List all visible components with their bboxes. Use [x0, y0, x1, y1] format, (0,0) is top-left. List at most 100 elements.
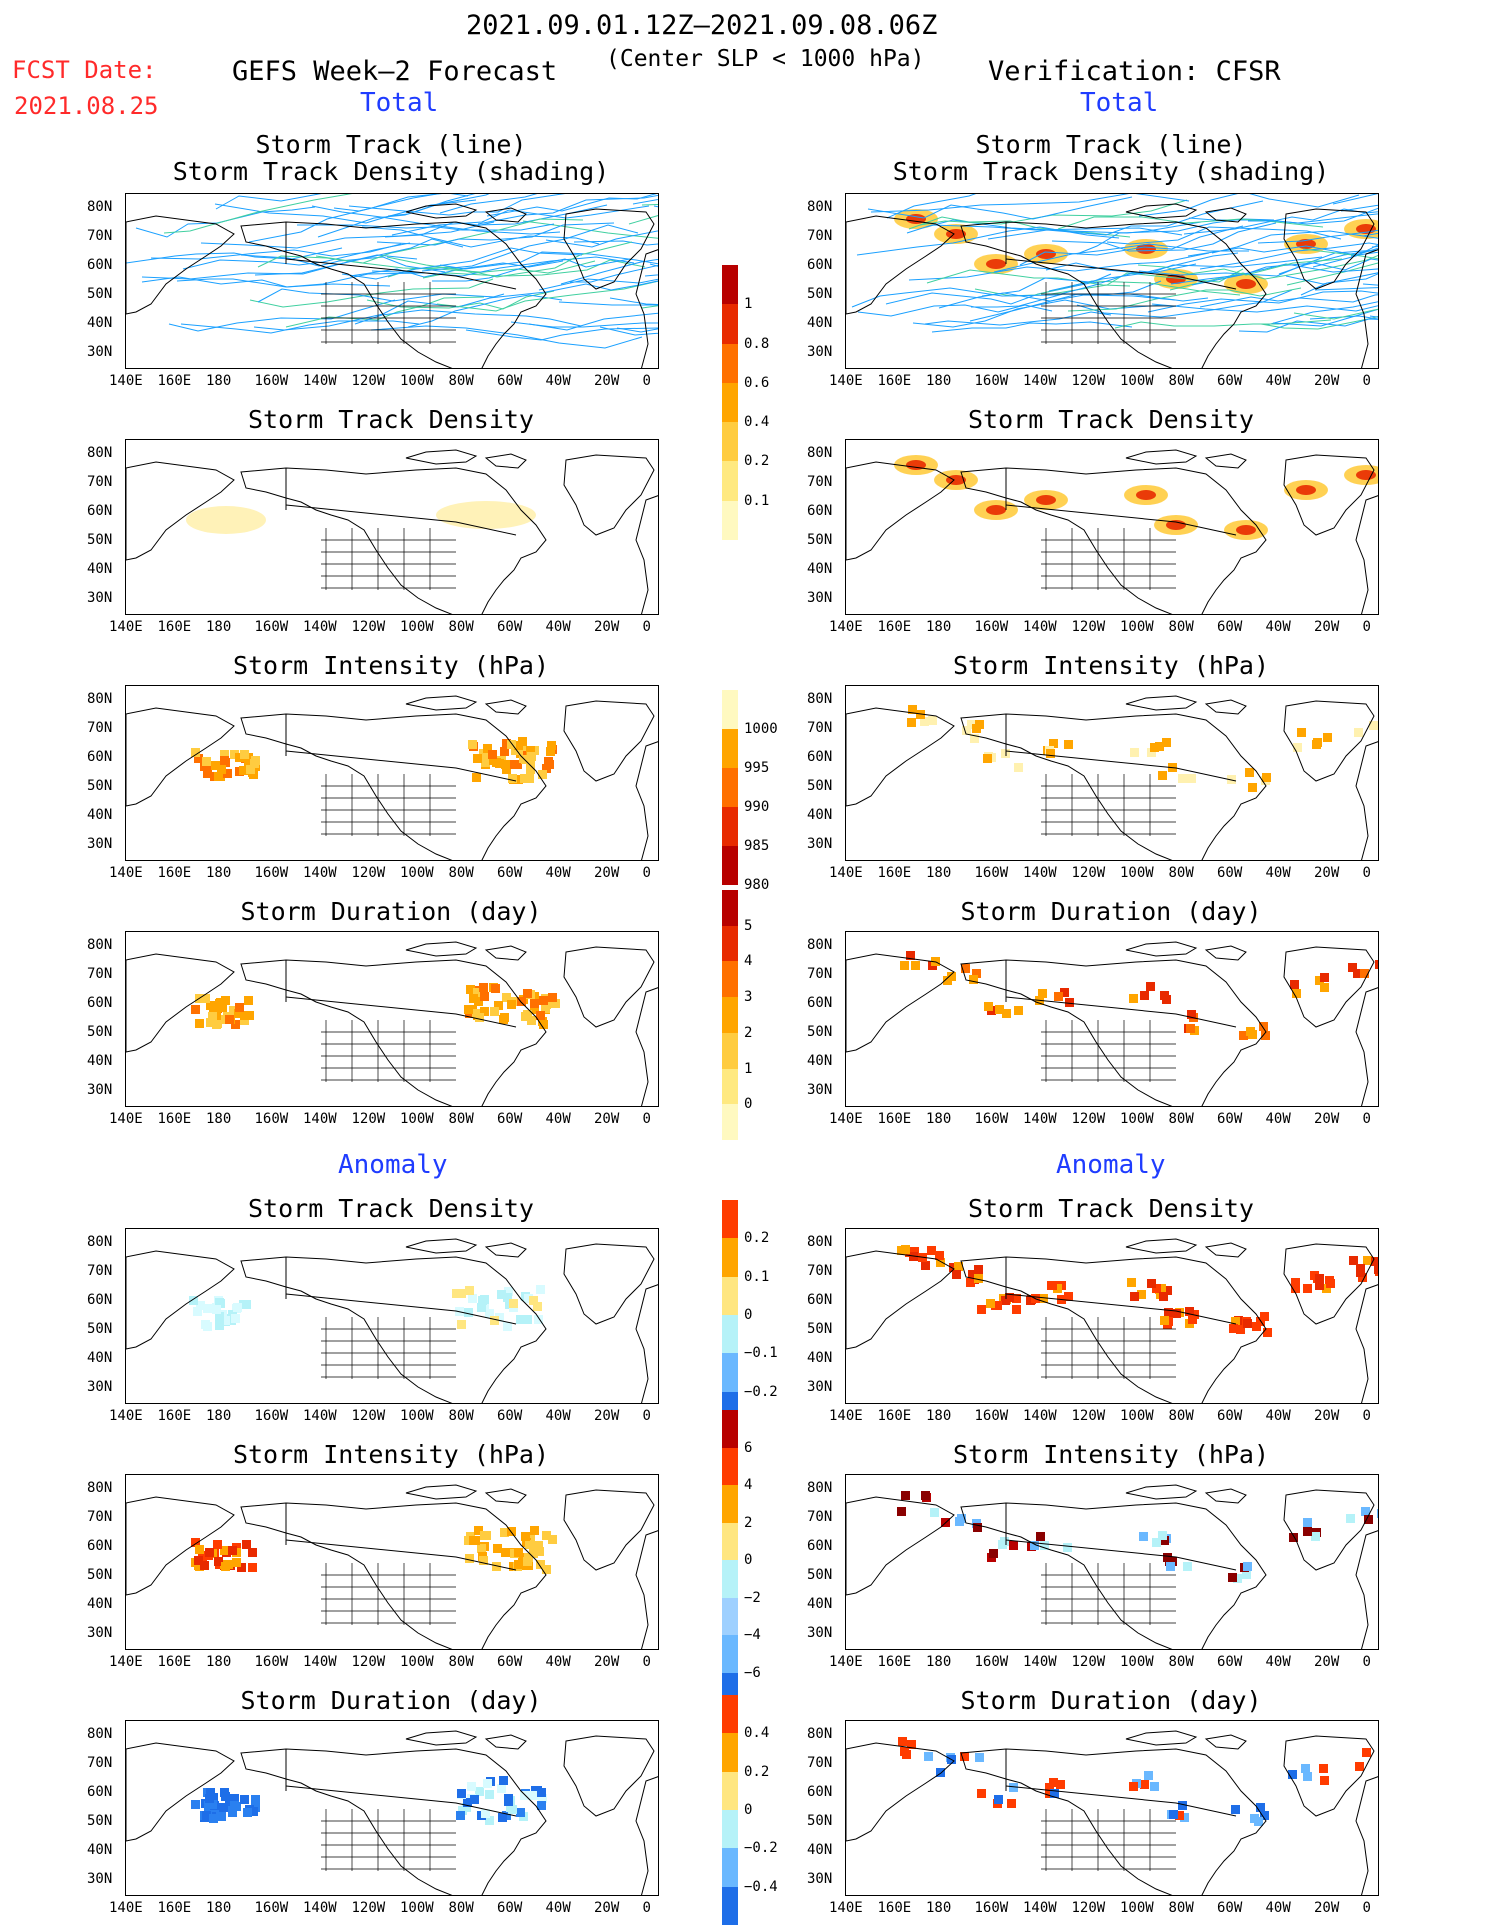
cell	[491, 984, 500, 993]
colorbar-label: 2	[744, 1514, 753, 1531]
storm-track-line	[919, 199, 1188, 226]
cell	[1012, 1305, 1021, 1314]
lon-tick-label: 160W	[974, 373, 1009, 389]
lat-tick-label: 40N	[87, 807, 113, 823]
anomaly-cell	[462, 1803, 471, 1812]
lat-tick-label: 70N	[87, 474, 113, 490]
cell	[240, 750, 249, 759]
cell	[1348, 963, 1357, 972]
cell	[1229, 1324, 1238, 1333]
lon-tick-label: 100W	[400, 619, 434, 635]
storm-track-line	[240, 254, 446, 273]
storm-track-line	[1211, 230, 1378, 254]
cell	[1064, 740, 1073, 749]
colorbar-swatch	[722, 961, 738, 998]
storm-track-line	[422, 259, 646, 279]
anomaly-cell	[221, 1316, 230, 1325]
storm-track-line	[1114, 319, 1332, 329]
anomaly-cell	[465, 1554, 474, 1563]
anomaly-cell	[500, 1528, 509, 1537]
map-canvas	[846, 449, 1378, 614]
cell	[1364, 1515, 1373, 1524]
storm-track-line	[391, 205, 650, 236]
colorbar-swatch	[722, 265, 738, 305]
lon-tick-label: 180	[206, 1111, 232, 1127]
lon-tick-label: 160W	[254, 1900, 289, 1916]
lon-tick-label: 160W	[974, 865, 1009, 881]
map-canvas	[126, 1484, 658, 1649]
panel-title: Storm Duration (day)	[240, 897, 542, 926]
anomaly-cell	[490, 1316, 499, 1325]
colorbar-label: 0.2	[744, 1763, 770, 1780]
cell	[966, 1278, 975, 1287]
cell	[525, 774, 534, 783]
colorbar-label: −0.2	[744, 1840, 778, 1857]
cell	[548, 993, 557, 1002]
storm-track-line	[856, 226, 1120, 256]
lat-tick-label: 30N	[807, 1379, 833, 1395]
cell	[1160, 991, 1169, 1000]
colorbar-label: 980	[744, 877, 770, 893]
lon-tick-label: 60W	[1217, 865, 1243, 881]
cell	[1045, 1783, 1054, 1792]
cell	[984, 1002, 993, 1011]
anomaly-cell	[529, 1549, 538, 1558]
anomaly-cell	[467, 1782, 476, 1791]
cell	[209, 1007, 218, 1016]
cell	[507, 740, 516, 749]
cell	[1147, 1279, 1156, 1288]
lon-tick-label: 160E	[877, 619, 912, 635]
anomaly-cell	[529, 1791, 538, 1800]
lat-tick-label: 40N	[807, 315, 833, 331]
storm-track-line	[465, 327, 658, 341]
cell	[214, 772, 223, 781]
map-canvas	[846, 1484, 1378, 1649]
us-canada-border	[1005, 1293, 1237, 1325]
anomaly-cell	[475, 1787, 484, 1796]
colorbar-swatch	[722, 846, 738, 885]
cell	[1292, 989, 1301, 998]
cell	[1349, 1256, 1358, 1265]
storm-track-line	[1106, 226, 1342, 245]
storm-track-line	[644, 274, 658, 277]
lon-tick-label: 100W	[400, 1111, 434, 1127]
lat-tick-label: 70N	[87, 1755, 113, 1771]
coastline-1	[960, 467, 1267, 614]
coastline-0	[563, 454, 655, 536]
coastline-1	[960, 1256, 1267, 1403]
lon-tick-label: 40W	[545, 865, 571, 881]
lat-tick-label: 50N	[807, 778, 833, 794]
cell	[954, 1262, 963, 1271]
map-canvas	[846, 941, 1378, 1106]
lon-tick-label: 40W	[1265, 865, 1291, 881]
cell	[1288, 1770, 1297, 1779]
cell	[547, 741, 556, 750]
anomaly-cell	[243, 1808, 252, 1817]
cell	[994, 1795, 1003, 1804]
storm-track-line	[182, 242, 411, 270]
cell	[1005, 1293, 1014, 1302]
lon-tick-label: 180	[206, 619, 232, 635]
lon-tick-label: 40W	[545, 1111, 571, 1127]
lon-tick-label: 0	[1362, 619, 1371, 635]
lat-tick-label: 50N	[87, 1567, 113, 1583]
density-shading	[1136, 244, 1156, 254]
cell	[1263, 1328, 1272, 1337]
coastline-2	[405, 1484, 478, 1500]
cell	[1165, 1557, 1174, 1566]
coastline-5	[1355, 741, 1378, 860]
lon-tick-label: 120W	[351, 1900, 386, 1916]
cell	[1127, 1278, 1136, 1287]
anomaly-cell	[479, 1556, 488, 1565]
cell	[1152, 1538, 1161, 1547]
coastline-0	[563, 1735, 655, 1817]
lon-tick-label: 140W	[1023, 1408, 1057, 1424]
cell	[1320, 1776, 1329, 1785]
coastline-4	[846, 707, 955, 807]
storm-track-line	[886, 194, 977, 219]
anomaly-cell	[495, 1313, 504, 1322]
colorbar-label: 0	[744, 1307, 753, 1323]
storm-track-line	[1286, 262, 1378, 286]
colorbar-swatch	[722, 1635, 738, 1673]
coastline-5	[635, 1530, 658, 1649]
